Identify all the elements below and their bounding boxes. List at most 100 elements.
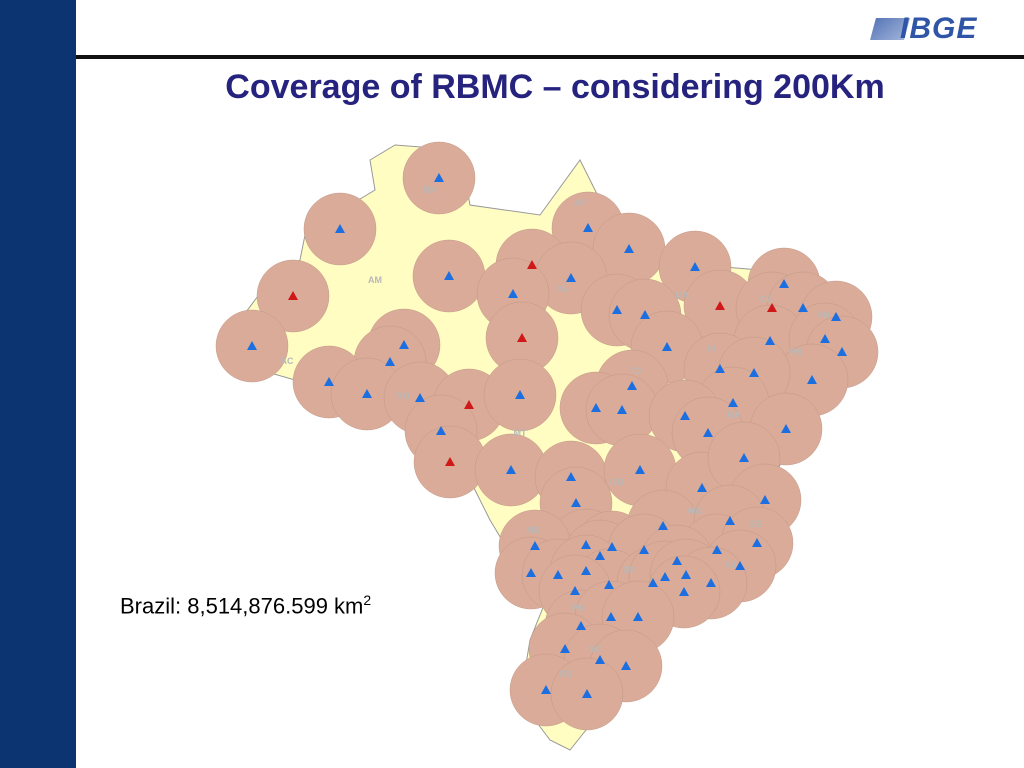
title: Coverage of RBMC – considering 200Km — [225, 68, 885, 106]
station — [595, 551, 605, 560]
station — [752, 538, 762, 547]
station — [444, 271, 454, 280]
caption: Brazil: 8,514,876.599 km2 — [120, 592, 371, 619]
station — [706, 578, 716, 587]
station — [385, 357, 395, 366]
station — [508, 289, 518, 298]
station — [436, 426, 446, 435]
station — [571, 498, 581, 507]
station — [606, 612, 616, 621]
state-label: AC — [281, 356, 294, 366]
station — [690, 262, 700, 271]
station — [658, 521, 668, 530]
state-label: MG — [688, 506, 703, 516]
state-label: BA — [728, 410, 741, 420]
station — [362, 389, 372, 398]
side-bar — [0, 0, 76, 768]
station — [506, 465, 516, 474]
station — [527, 260, 537, 269]
station — [526, 568, 536, 577]
station — [760, 495, 770, 504]
station — [624, 244, 634, 253]
station — [595, 655, 605, 664]
station — [739, 453, 749, 462]
station — [553, 570, 563, 579]
station — [434, 173, 444, 182]
station — [807, 375, 817, 384]
station — [681, 570, 691, 579]
station — [781, 424, 791, 433]
station — [583, 223, 593, 232]
station — [837, 347, 847, 356]
state-label: PA — [556, 284, 568, 294]
station — [581, 566, 591, 575]
station — [247, 341, 257, 350]
state-label: PB — [790, 347, 803, 357]
station — [715, 364, 725, 373]
state-label: GO — [610, 477, 624, 487]
station — [715, 301, 725, 310]
station — [831, 312, 841, 321]
state-label: MS — [526, 525, 540, 535]
station — [765, 336, 775, 345]
state-label: AP — [574, 198, 587, 208]
station — [712, 545, 722, 554]
station — [621, 661, 631, 670]
station — [582, 689, 592, 698]
station — [639, 545, 649, 554]
station — [749, 368, 759, 377]
station — [672, 556, 682, 565]
state-label: MA — [675, 290, 689, 300]
station — [335, 224, 345, 233]
station — [697, 483, 707, 492]
station — [633, 612, 643, 621]
station — [288, 291, 298, 300]
station — [779, 279, 789, 288]
station — [725, 516, 735, 525]
station — [566, 273, 576, 282]
station — [660, 572, 670, 581]
state-label: MT — [514, 428, 527, 438]
station — [635, 465, 645, 474]
station — [566, 472, 576, 481]
logo: IBGE — [900, 12, 978, 45]
station — [560, 644, 570, 653]
state-label: RS — [560, 669, 573, 679]
station — [680, 411, 690, 420]
station — [662, 342, 672, 351]
state-label: ES — [750, 519, 762, 529]
station — [617, 405, 627, 414]
station — [570, 586, 580, 595]
station — [703, 428, 713, 437]
caption-text: Brazil: 8,514,876.599 km — [120, 593, 364, 619]
state-label: RN — [817, 310, 830, 320]
station — [517, 333, 527, 342]
state-label: RO — [396, 391, 410, 401]
station — [399, 340, 409, 349]
station — [798, 303, 808, 312]
state-label: SC — [590, 644, 603, 654]
station — [640, 310, 650, 319]
station — [728, 398, 738, 407]
state-label: AM — [368, 275, 382, 285]
state-label: PI — [707, 344, 716, 354]
station — [612, 305, 622, 314]
station — [464, 400, 474, 409]
state-label: SP — [623, 565, 635, 575]
station — [679, 587, 689, 596]
station — [515, 390, 525, 399]
station — [820, 334, 830, 343]
state-label: RR — [424, 185, 437, 195]
state-label: TO — [629, 366, 641, 376]
station — [445, 457, 455, 466]
state-label: CE — [760, 294, 773, 304]
station — [576, 621, 586, 630]
header-rule — [76, 55, 1024, 59]
station — [607, 542, 617, 551]
state-label: PR — [572, 603, 585, 613]
station — [604, 580, 614, 589]
station — [530, 541, 540, 550]
station — [324, 377, 334, 386]
